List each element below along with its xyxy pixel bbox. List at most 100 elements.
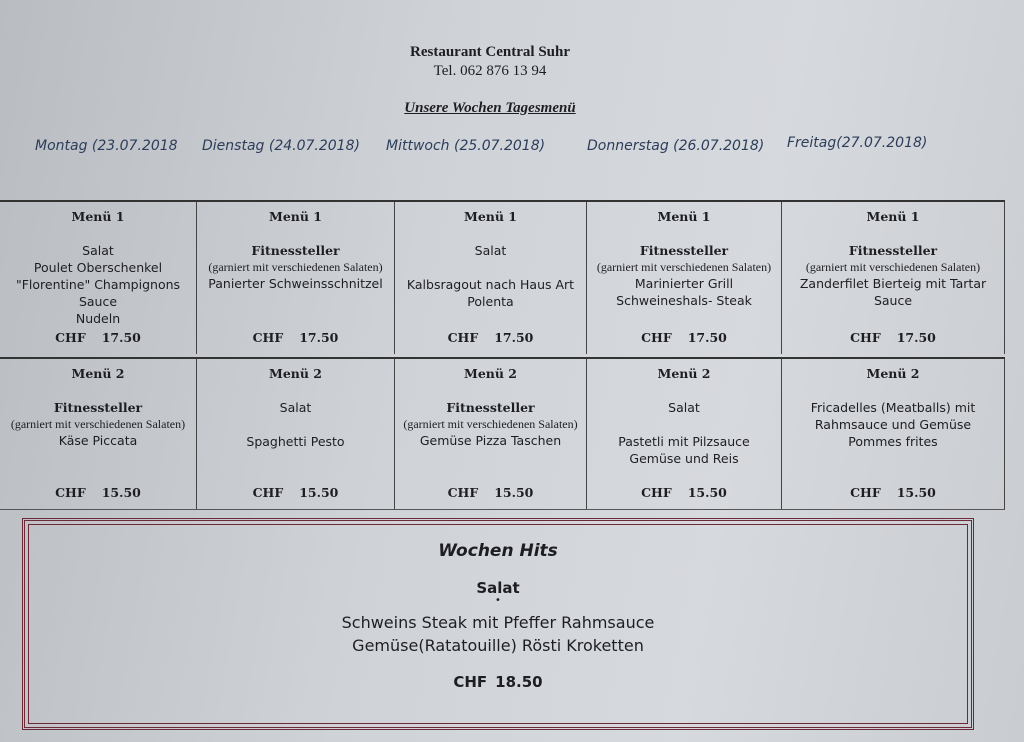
menu-dish: Marinierter Grill <box>634 276 734 291</box>
menu-dish: Sauce <box>78 294 118 309</box>
price-value: 17.50 <box>101 330 141 345</box>
menu-cell: Menü 1 Salat Kalbsragout nach Haus Art Pol… <box>395 202 587 354</box>
menu-title: Menü 1 <box>463 209 517 224</box>
menu-dish <box>587 416 781 433</box>
menu-1-row: Menü 1 Salat Poulet Oberschenkel "Florentin… <box>0 200 1005 354</box>
menu-starter: Fitnessteller <box>639 243 729 258</box>
currency: CHF <box>850 485 881 500</box>
menu-dish: Spaghetti Pesto <box>246 434 345 449</box>
currency: CHF <box>850 330 881 345</box>
menu-price: CHF 15.50 <box>0 484 196 501</box>
menu-starter: Fitnessteller <box>446 400 535 415</box>
price-value: 17.50 <box>299 330 339 345</box>
menu-cell: Menü 1 Fitnessteller (garniert mit verschi… <box>587 202 782 354</box>
menu-note: (garniert mit verschiedenen Salaten) <box>10 417 186 431</box>
price-value: 15.50 <box>687 485 727 500</box>
price-value: 18.50 <box>495 673 543 691</box>
menu-note: (garniert mit verschiedenen Salaten) <box>596 260 772 274</box>
menu-price: CHF 17.50 <box>782 329 1004 346</box>
menu-starter: Salat <box>279 400 312 415</box>
currency: CHF <box>252 485 284 500</box>
menu-starter: Fitnessteller <box>251 243 340 258</box>
menu-title: Menü 1 <box>268 209 322 224</box>
menu-dish <box>395 259 586 276</box>
price-value: 17.50 <box>494 330 534 345</box>
wochen-hits-dish: Gemüse(Ratatouille) Rösti Kroketten <box>352 636 644 655</box>
menu-dish: Fricadelles (Meatballs) mit <box>810 400 976 415</box>
currency: CHF <box>453 673 488 691</box>
day-friday: Freitag(27.07.2018) <box>787 135 928 151</box>
currency: CHF <box>447 485 479 500</box>
menu-title: Menü 2 <box>866 366 920 381</box>
menu-note: (garniert mit verschiedenen Salaten) <box>208 260 383 274</box>
price-value: 15.50 <box>896 485 936 500</box>
menu-dish <box>197 416 394 433</box>
day-monday: Montag (23.07.2018 <box>35 138 178 154</box>
menu-dish: Schweineshals- Steak <box>616 293 752 308</box>
menu-cell: Menü 2 Fricadelles (Meatballs) mit Rahmsau… <box>782 359 1005 509</box>
menu-price: CHF 17.50 <box>197 329 394 346</box>
menu-dish: Kalbsragout nach Haus Art <box>406 277 575 292</box>
menu-dish: Käse Piccata <box>58 433 138 448</box>
week-menu-title: Unsere Wochen Tagesmenü <box>404 100 576 116</box>
restaurant-name: Restaurant Central Suhr <box>410 44 570 60</box>
day-tuesday: Dienstag (24.07.2018) <box>202 138 360 154</box>
menu-cell: Menü 2 Salat Spaghetti Pesto CHF 15.50 <box>197 359 395 509</box>
wochen-hits-price: CHF 18.50 <box>25 673 971 691</box>
menu-starter: Fitnessteller <box>53 400 143 415</box>
menu-title: Menü 2 <box>657 366 711 381</box>
menu-price: CHF 15.50 <box>587 484 781 501</box>
menu-dish: Nudeln <box>75 311 121 326</box>
wochen-hits-starter: Salat <box>476 579 520 597</box>
wochen-hits-dish: Schweins Steak mit Pfeffer Rahmsauce <box>341 613 655 632</box>
menu-title: Menü 1 <box>657 209 711 224</box>
menu-dish: Poulet Oberschenkel <box>33 260 163 275</box>
menu-cell: Menü 1 Fitnessteller (garniert mit verschi… <box>197 202 395 354</box>
menu-dish: Gemüse und Reis <box>629 451 739 466</box>
menu-price: CHF 17.50 <box>0 329 196 346</box>
menu-dish: Gemüse Pizza Taschen <box>419 433 562 448</box>
menu-dish: Polenta <box>467 294 514 309</box>
menu-price: CHF 15.50 <box>782 484 1004 501</box>
menu-price: CHF 17.50 <box>587 329 781 346</box>
menu-dish: Panierter Schweinsschnitzel <box>208 276 383 291</box>
price-value: 15.50 <box>299 485 339 500</box>
currency: CHF <box>641 485 672 500</box>
menu-title: Menü 1 <box>71 209 125 224</box>
bullet-dot: • <box>495 595 501 606</box>
menu-cell: Menü 2 Fitnessteller (garniert mit verschi… <box>395 359 587 509</box>
menu-cell: Menü 2 Salat Pastetli mit Pilzsauce Gemüse… <box>587 359 782 509</box>
menu-title: Menü 2 <box>463 366 517 381</box>
menu-title: Menü 2 <box>268 366 322 381</box>
phone-number: Tel. 062 876 13 94 <box>433 63 547 79</box>
menu-starter: Fitnessteller <box>848 243 938 258</box>
menu-price: CHF 15.50 <box>197 484 394 501</box>
menu-starter: Salat <box>474 243 507 258</box>
menu-2-row: Menü 2 Fitnessteller (garniert mit verschi… <box>0 357 1005 510</box>
price-value: 17.50 <box>687 330 727 345</box>
day-thursday: Donnerstag (26.07.2018) <box>587 138 765 154</box>
menu-starter: Salat <box>668 400 700 415</box>
price-value: 15.50 <box>494 485 534 500</box>
menu-title: Menü 2 <box>71 366 125 381</box>
wochen-hits-title: Wochen Hits <box>438 541 558 561</box>
menu-note: (garniert mit verschiedenen Salaten) <box>805 260 981 274</box>
menu-price: CHF 15.50 <box>395 484 586 501</box>
currency: CHF <box>447 330 479 345</box>
menu-note: (garniert mit verschiedenen Salaten) <box>403 417 578 431</box>
price-value: 15.50 <box>101 485 141 500</box>
currency: CHF <box>55 330 86 345</box>
wochen-hits-box: Wochen Hits Salat • Schweins Steak mit P… <box>22 518 974 730</box>
menu-dish: Pastetli mit Pilzsauce <box>618 434 750 449</box>
day-wednesday: Mittwoch (25.07.2018) <box>386 138 546 154</box>
menu-dish: Rahmsauce und Gemüse <box>814 417 972 432</box>
price-value: 17.50 <box>896 330 936 345</box>
menu-title: Menü 1 <box>866 209 920 224</box>
menu-dish: Zanderfilet Bierteig mit Tartar <box>799 276 987 291</box>
currency: CHF <box>641 330 672 345</box>
menu-dish: Pommes frites <box>848 434 938 449</box>
menu-price: CHF 17.50 <box>395 329 586 346</box>
menu-dish: "Florentine" Champignons <box>15 277 181 292</box>
menu-cell: Menü 1 Salat Poulet Oberschenkel "Florentin… <box>0 202 197 354</box>
currency: CHF <box>252 330 284 345</box>
